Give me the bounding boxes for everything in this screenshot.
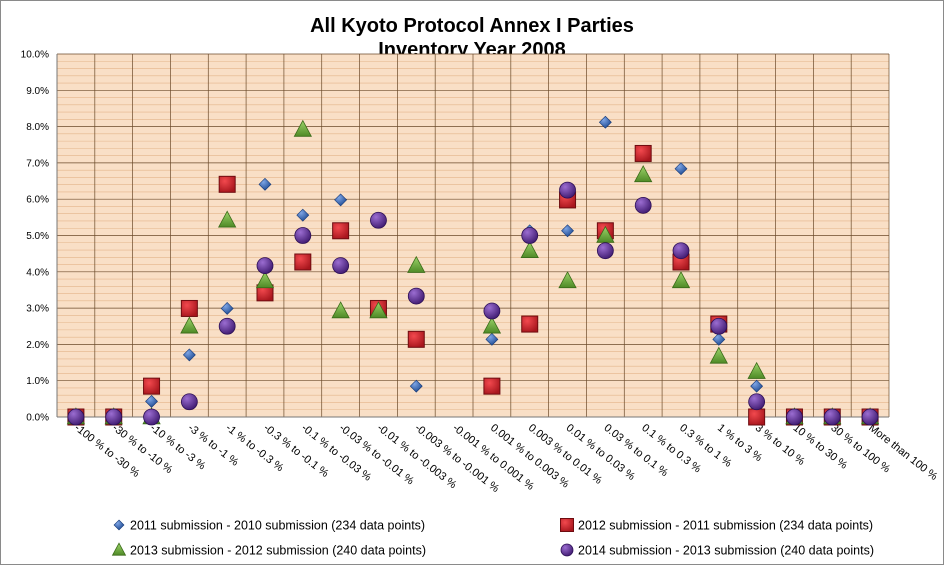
y-tick-label: 2.0% xyxy=(26,340,49,351)
data-point-series-2 xyxy=(521,315,539,333)
data-point-series-3 xyxy=(218,210,237,228)
data-point-series-4 xyxy=(521,227,539,244)
data-point-series-4 xyxy=(256,257,274,275)
data-point-series-1 xyxy=(561,224,574,238)
legend-marker-series-4 xyxy=(560,543,574,557)
data-point-series-2 xyxy=(332,222,350,240)
data-point-series-3 xyxy=(407,255,426,273)
data-point-series-1 xyxy=(409,379,423,393)
data-point-series-2 xyxy=(483,377,501,395)
y-tick-label: 5.0% xyxy=(26,231,49,242)
legend: 2011 submission - 2010 submission (234 d… xyxy=(111,518,874,558)
x-tick-label: -100 % to -30 % xyxy=(72,422,142,480)
data-point-series-4 xyxy=(483,302,501,320)
data-point-series-4 xyxy=(180,393,198,411)
data-point-series-3 xyxy=(671,271,691,289)
data-point-series-4 xyxy=(294,227,312,244)
data-point-series-2 xyxy=(180,299,198,317)
y-tick-label: 3.0% xyxy=(26,304,49,315)
legend-marker-series-1 xyxy=(113,519,125,531)
legend-label-series-3: 2013 submission - 2012 submission (240 d… xyxy=(130,544,426,558)
data-point-series-3 xyxy=(709,346,728,364)
data-point-series-4 xyxy=(407,287,425,305)
plot-area: 0.0% 1.0% 2.0% 3.0% 4.0% 5.0% 6.0% 7.0% 8.0% 9.0%… xyxy=(21,50,940,496)
data-point-series-3 xyxy=(293,119,312,137)
x-tick-label: -0.3 % to -0.1 % xyxy=(261,422,331,480)
x-tick-label: -0.1 % to -0.03 % xyxy=(299,422,374,484)
y-tick-label: 8.0% xyxy=(26,122,49,133)
x-tick-label: 0.03 % to 0.1 % xyxy=(602,422,671,479)
data-point-series-1 xyxy=(182,348,196,362)
data-point-series-4 xyxy=(105,408,123,426)
y-tick-label: 4.0% xyxy=(26,267,49,278)
data-point-series-4 xyxy=(861,408,879,426)
data-point-series-1 xyxy=(712,332,726,346)
y-tick-label: 7.0% xyxy=(26,158,49,169)
data-point-series-4 xyxy=(710,317,728,335)
data-point-series-3 xyxy=(255,271,275,289)
legend-label-series-1: 2011 submission - 2010 submission (234 d… xyxy=(130,519,425,533)
data-point-series-4 xyxy=(218,317,236,335)
data-point-series-1 xyxy=(598,115,612,129)
data-point-series-4 xyxy=(672,242,690,260)
data-point-series-1 xyxy=(485,332,499,346)
data-point-series-4 xyxy=(634,196,652,214)
data-point-series-4 xyxy=(786,408,803,426)
data-point-series-2 xyxy=(407,330,425,348)
data-point-series-2 xyxy=(143,377,161,395)
data-point-series-4 xyxy=(332,257,350,275)
data-point-series-3 xyxy=(369,301,388,319)
y-tick-label: 1.0% xyxy=(26,376,49,387)
data-point-series-1 xyxy=(296,208,310,222)
data-point-series-4 xyxy=(748,393,766,411)
data-point-series-3 xyxy=(634,165,653,183)
legend-marker-series-2 xyxy=(560,518,574,532)
data-point-series-2 xyxy=(218,175,236,193)
data-point-series-4 xyxy=(370,211,387,229)
chart-title-line-1: All Kyoto Protocol Annex I Parties xyxy=(310,15,634,37)
data-point-series-4 xyxy=(67,408,85,426)
data-point-series-1 xyxy=(334,193,348,207)
data-point-series-2 xyxy=(294,253,312,271)
legend-label-series-2: 2012 submission - 2011 submission (234 d… xyxy=(578,519,873,533)
legend-label-series-4: 2014 submission - 2013 submission (240 d… xyxy=(578,544,874,558)
data-point-series-4 xyxy=(143,408,160,426)
data-point-series-3 xyxy=(596,225,615,243)
data-point-series-3 xyxy=(747,361,766,379)
data-point-series-2 xyxy=(634,144,652,162)
data-point-series-3 xyxy=(180,316,199,334)
x-tick-label: More than 100 % xyxy=(866,422,940,483)
data-point-series-4 xyxy=(823,408,841,426)
legend-marker-series-3 xyxy=(111,542,127,556)
y-tick-label: 9.0% xyxy=(26,86,49,97)
data-point-series-1 xyxy=(220,302,234,315)
data-point-series-3 xyxy=(558,271,577,289)
data-point-series-3 xyxy=(331,301,350,319)
y-tick-label: 0.0% xyxy=(26,413,49,424)
data-point-series-3 xyxy=(482,316,502,334)
data-point-series-1 xyxy=(674,162,688,176)
y-tick-label: 6.0% xyxy=(26,195,49,206)
data-point-series-1 xyxy=(258,177,272,191)
data-point-series-3 xyxy=(520,240,539,258)
data-point-series-4 xyxy=(596,242,614,260)
y-tick-label: 10.0% xyxy=(21,50,49,61)
data-point-series-1 xyxy=(750,379,764,393)
data-point-series-4 xyxy=(559,181,576,199)
data-point-series-2 xyxy=(748,408,766,426)
